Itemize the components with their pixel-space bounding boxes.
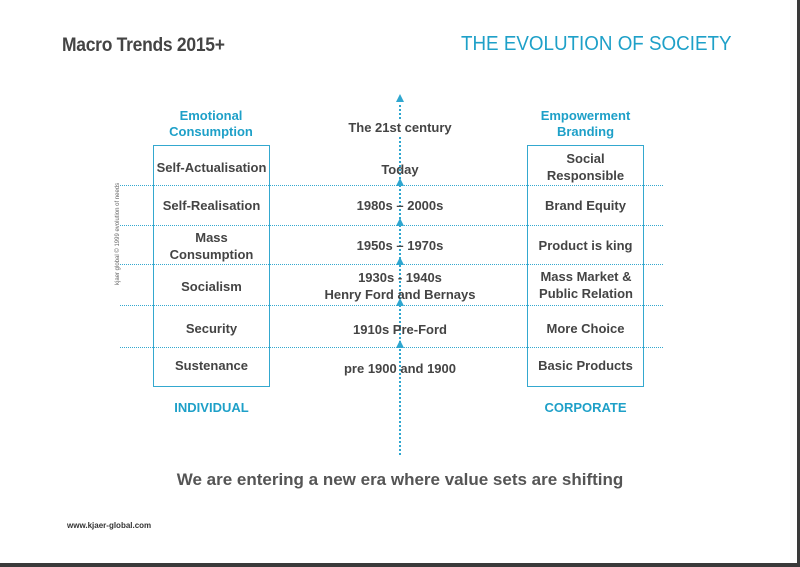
center-row: 1950s – 1970s xyxy=(356,238,444,253)
timeline-arrow-icon xyxy=(396,298,404,306)
timeline-arrow-icon xyxy=(396,257,404,265)
divider-line xyxy=(120,225,663,226)
timeline-axis xyxy=(399,100,401,455)
left-column-heading: Emotional Consumption xyxy=(153,108,269,140)
center-row: 1980s – 2000s xyxy=(356,198,444,213)
right-heading-line2: Branding xyxy=(556,124,615,139)
center-row: Today xyxy=(381,162,419,177)
right-row: Mass Market & Public Relation xyxy=(539,269,633,301)
left-row: Self-Actualisation xyxy=(156,160,267,175)
closing-message: We are entering a new era where value se… xyxy=(176,470,624,489)
left-row: Sustenance xyxy=(175,358,248,373)
left-column-box xyxy=(153,145,270,387)
right-column-box xyxy=(527,145,644,387)
divider-line xyxy=(120,185,663,186)
center-top-label: The 21st century xyxy=(330,119,470,136)
right-heading-line1: Empowerment xyxy=(540,108,631,123)
center-row: 1910s Pre-Ford xyxy=(353,322,447,337)
right-row: Basic Products xyxy=(538,358,633,373)
left-column-footer: INDIVIDUAL xyxy=(174,400,249,415)
right-row: More Choice xyxy=(546,321,625,336)
right-row: Social Responsible xyxy=(546,151,625,183)
right-column-heading: Empowerment Branding xyxy=(527,108,644,140)
slide-subtitle: THE EVOLUTION OF SOCIETY xyxy=(461,33,732,55)
left-row: Socialism xyxy=(181,279,242,294)
timeline-arrow-icon xyxy=(396,178,404,186)
right-row: Product is king xyxy=(538,238,633,253)
left-heading-line2: Consumption xyxy=(169,124,253,139)
slide-title: Macro Trends 2015+ xyxy=(62,35,225,56)
left-row: Self-Realisation xyxy=(162,198,261,213)
center-row: pre 1900 and 1900 xyxy=(343,361,457,376)
left-heading-line1: Emotional xyxy=(179,108,243,123)
left-row: Security xyxy=(185,321,238,336)
timeline-arrow-icon xyxy=(396,218,404,226)
divider-line xyxy=(120,305,663,306)
timeline-arrow-icon xyxy=(396,340,404,348)
left-row: Mass Consumption xyxy=(169,230,254,262)
divider-line xyxy=(120,347,663,348)
right-column-footer: CORPORATE xyxy=(544,400,627,415)
timeline-arrow-icon xyxy=(396,94,404,102)
right-row: Brand Equity xyxy=(545,198,626,213)
website-url: www.kjaer-global.com xyxy=(67,521,152,530)
divider-line xyxy=(120,264,663,265)
center-row: 1930s - 1940s Henry Ford and Bernays xyxy=(324,270,476,302)
side-credit: kjaer global © 1999 evolution of needs xyxy=(115,182,121,285)
